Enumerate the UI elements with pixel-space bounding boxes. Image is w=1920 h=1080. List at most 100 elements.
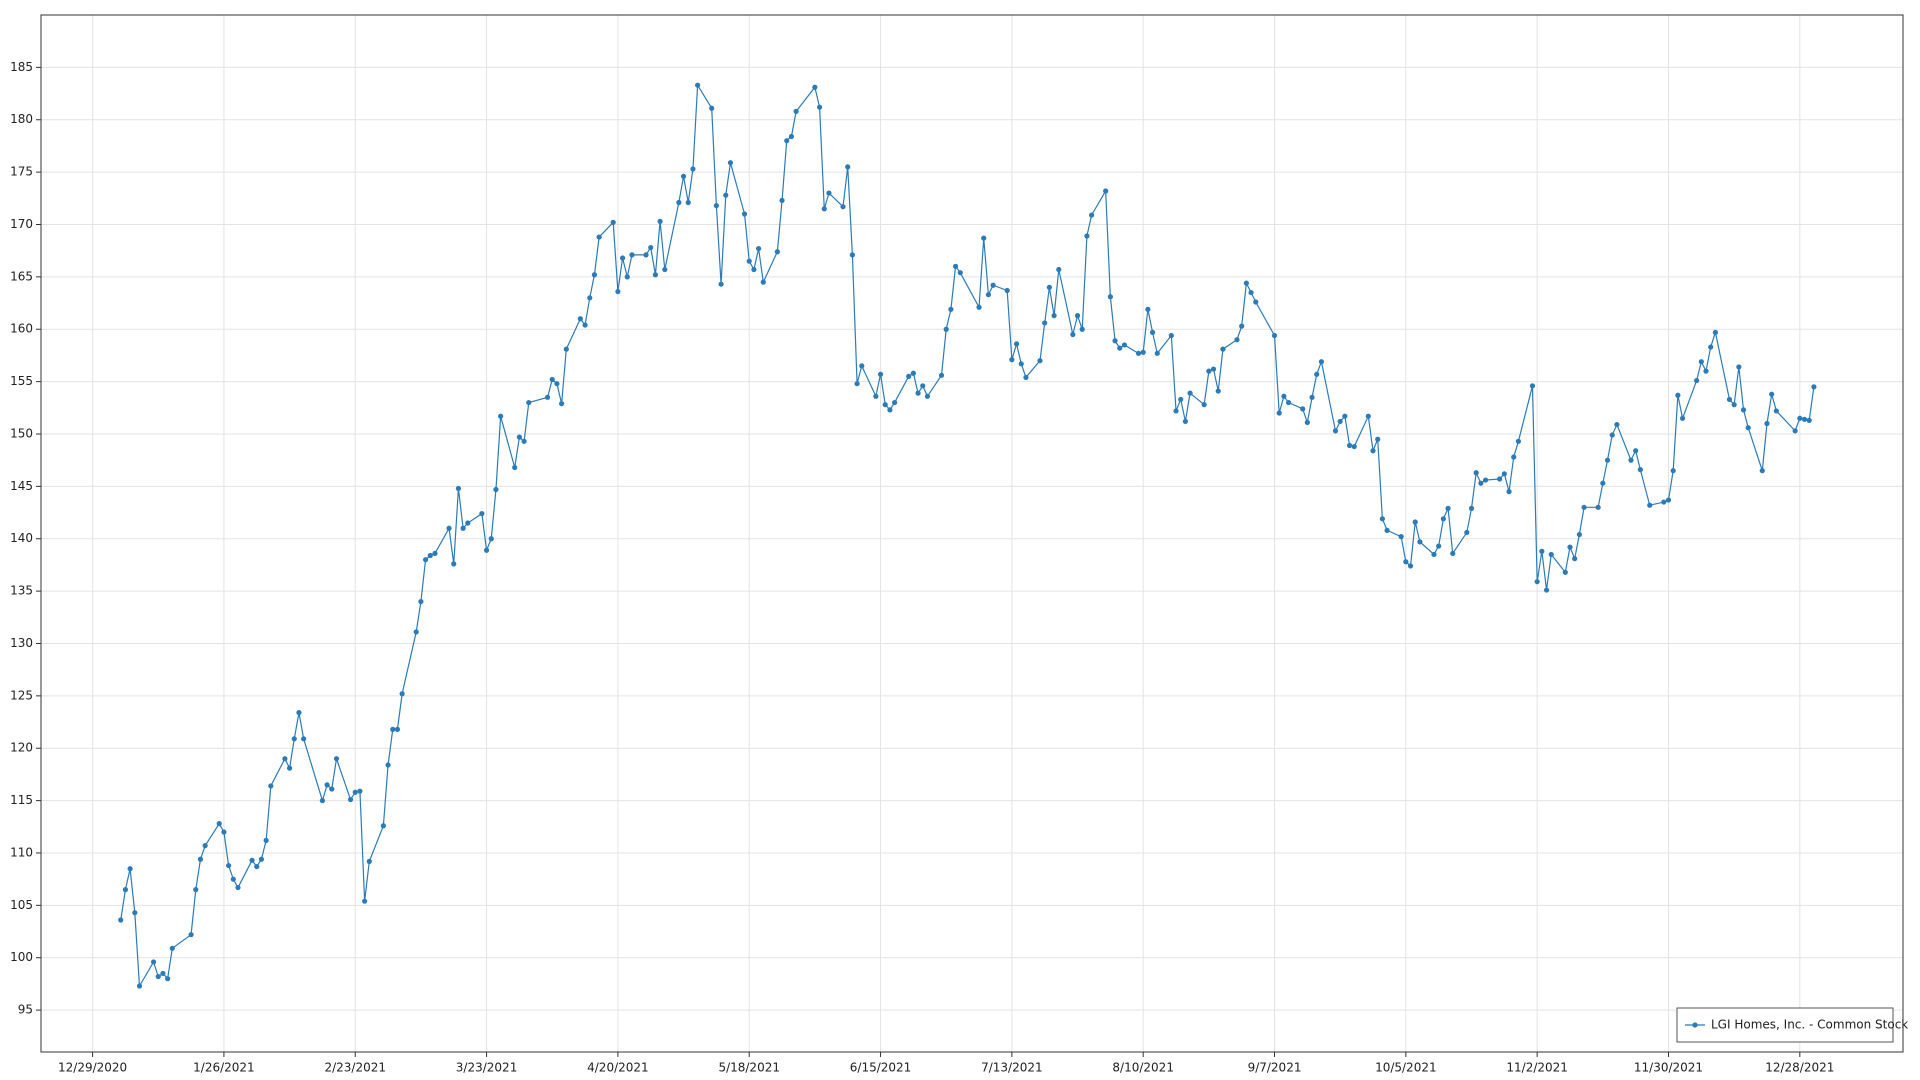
data-point <box>587 295 593 301</box>
data-point <box>1792 428 1798 434</box>
data-point <box>1811 384 1817 390</box>
data-point <box>920 383 926 389</box>
data-point <box>1581 504 1587 510</box>
data-point <box>887 407 893 413</box>
data-point <box>1726 396 1733 403</box>
data-point <box>1309 394 1315 400</box>
data-point <box>816 104 823 110</box>
data-point <box>127 866 133 872</box>
data-point <box>1604 457 1611 463</box>
data-point <box>352 789 358 795</box>
data-point <box>1543 587 1550 593</box>
data-point <box>258 856 265 862</box>
x-tick-label: 12/29/2020 <box>58 1061 127 1075</box>
data-point <box>1637 467 1643 473</box>
y-tick-label: 160 <box>10 322 33 336</box>
data-point <box>155 973 161 980</box>
data-point <box>432 550 438 557</box>
data-point <box>849 252 856 258</box>
data-point <box>521 438 527 444</box>
data-point <box>1398 534 1404 540</box>
data-point <box>1403 559 1409 565</box>
data-point <box>657 218 663 224</box>
data-point <box>366 858 372 864</box>
data-point <box>709 105 715 111</box>
data-point <box>1759 468 1765 474</box>
data-point <box>1314 371 1320 377</box>
data-point <box>188 932 194 938</box>
x-tick-label: 4/20/2021 <box>587 1061 649 1075</box>
data-point <box>1806 417 1812 423</box>
y-tick-label: 170 <box>10 217 33 231</box>
data-point <box>619 255 626 261</box>
data-point <box>1797 415 1803 421</box>
data-point <box>1379 516 1385 522</box>
data-point <box>577 316 583 322</box>
data-point <box>1698 359 1704 365</box>
data-point <box>727 160 734 166</box>
data-point <box>713 203 719 209</box>
data-point <box>1037 358 1043 364</box>
data-point <box>648 244 654 251</box>
data-point <box>268 783 274 789</box>
data-point <box>235 884 241 891</box>
data-point <box>1215 388 1221 394</box>
data-point <box>1304 419 1310 426</box>
data-point <box>774 249 780 255</box>
y-tick-label: 155 <box>10 374 33 388</box>
data-point <box>1473 470 1479 476</box>
data-point <box>685 199 691 206</box>
x-tick-label: 9/7/2021 <box>1248 1061 1302 1075</box>
data-point <box>347 796 354 803</box>
data-point <box>357 788 363 794</box>
data-point <box>662 266 668 273</box>
data-point <box>1154 350 1160 356</box>
x-tick-label: 7/13/2021 <box>981 1061 1043 1075</box>
data-point <box>821 206 827 212</box>
data-point <box>1445 505 1451 511</box>
data-point <box>1412 519 1418 525</box>
data-point <box>1088 212 1095 218</box>
data-point <box>784 138 790 144</box>
data-point <box>132 910 138 916</box>
y-tick-label: 130 <box>10 636 33 650</box>
data-point <box>1051 313 1057 319</box>
data-point <box>516 434 522 440</box>
data-point <box>1562 569 1568 575</box>
data-point <box>1220 346 1226 352</box>
data-point <box>826 190 832 196</box>
data-point <box>1178 396 1184 403</box>
data-point <box>1070 331 1076 338</box>
data-point <box>1206 368 1212 374</box>
data-point <box>1745 425 1751 431</box>
y-tick-label: 110 <box>10 845 33 859</box>
data-point <box>1595 504 1601 510</box>
data-point <box>451 561 457 567</box>
data-point <box>779 197 785 204</box>
data-point <box>118 917 124 923</box>
data-point <box>1609 432 1615 438</box>
data-point <box>1431 551 1437 558</box>
x-tick-label: 10/5/2021 <box>1375 1061 1437 1075</box>
data-point <box>197 856 204 862</box>
data-point <box>1801 416 1808 422</box>
y-tick-label: 180 <box>10 112 33 126</box>
data-point <box>990 282 996 288</box>
data-point <box>202 843 208 849</box>
data-point <box>1234 337 1240 343</box>
data-point <box>1548 551 1554 558</box>
data-point <box>1740 407 1747 413</box>
data-point <box>793 108 799 114</box>
data-point <box>1351 443 1357 450</box>
y-tick-label: 165 <box>10 269 33 283</box>
data-point <box>596 234 602 240</box>
x-tick-label: 3/23/2021 <box>456 1061 518 1075</box>
data-point <box>221 829 227 835</box>
data-point <box>1145 306 1151 312</box>
data-point <box>1450 550 1456 557</box>
data-point <box>136 983 143 989</box>
data-point <box>399 691 405 697</box>
data-point <box>1187 390 1193 396</box>
data-point <box>892 399 898 406</box>
